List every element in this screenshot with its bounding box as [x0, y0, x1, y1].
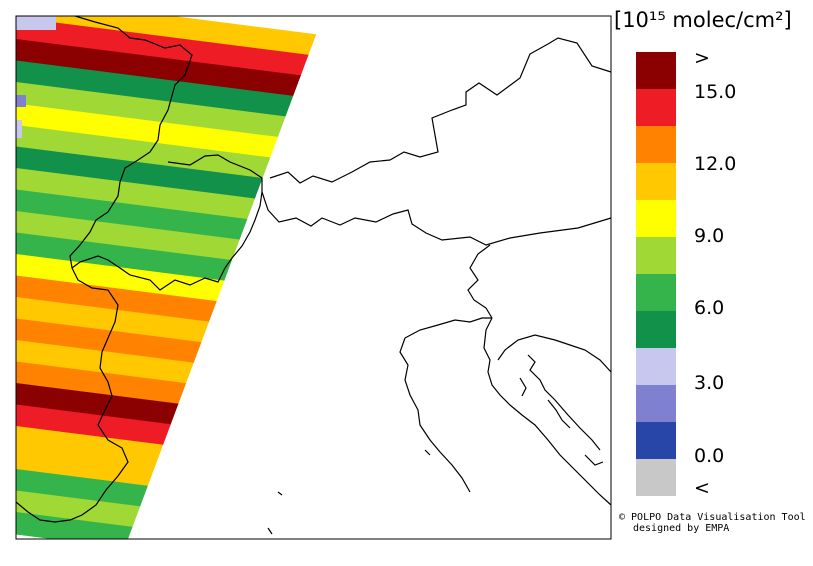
- map-frame: [15, 15, 612, 540]
- legend-color-swatch: [636, 311, 676, 348]
- swath-band: [16, 125, 323, 188]
- legend-color-swatch: [636, 200, 676, 237]
- coastlines-borders: [15, 15, 612, 535]
- legend-tick-label: 9.0: [694, 225, 725, 247]
- legend-tick-label: <: [694, 477, 710, 499]
- legend-color-swatch: [636, 163, 676, 200]
- legend-tick-label: >: [694, 47, 710, 69]
- legend-tick-label: 0.0: [694, 445, 725, 467]
- swath-band: [16, 512, 323, 539]
- credit-line-1: © POLPO Data Visualisation Tool: [619, 512, 806, 523]
- satellite-swath: [16, 16, 323, 539]
- swath-patch: [16, 95, 26, 107]
- color-legend-bar: [636, 52, 676, 496]
- legend-color-swatch: [636, 348, 676, 385]
- legend-color-swatch: [636, 237, 676, 274]
- credit-text: © POLPO Data Visualisation Tool designed…: [619, 512, 806, 534]
- legend-color-swatch: [636, 274, 676, 311]
- legend-color-swatch: [636, 385, 676, 422]
- legend-title: [10¹⁵ molec/cm²]: [614, 8, 792, 32]
- swath-patch: [16, 120, 22, 138]
- legend-color-swatch: [636, 126, 676, 163]
- legend-tick-label: 6.0: [694, 297, 725, 319]
- swath-band: [16, 103, 323, 166]
- legend-color-swatch: [636, 422, 676, 459]
- swath-band: [16, 39, 323, 102]
- legend-tick-label: 15.0: [694, 81, 737, 103]
- swath-band: [16, 146, 323, 209]
- credit-line-2: designed by EMPA: [633, 523, 730, 534]
- swath-band: [16, 82, 323, 145]
- swath-band: [16, 17, 323, 80]
- legend-color-swatch: [636, 459, 676, 496]
- legend-color-swatch: [636, 89, 676, 126]
- swath-patch: [16, 16, 56, 30]
- swath-band: [16, 16, 323, 59]
- legend-tick-label: 3.0: [694, 372, 725, 394]
- legend-tick-label: 12.0: [694, 153, 737, 175]
- legend-color-swatch: [636, 52, 676, 89]
